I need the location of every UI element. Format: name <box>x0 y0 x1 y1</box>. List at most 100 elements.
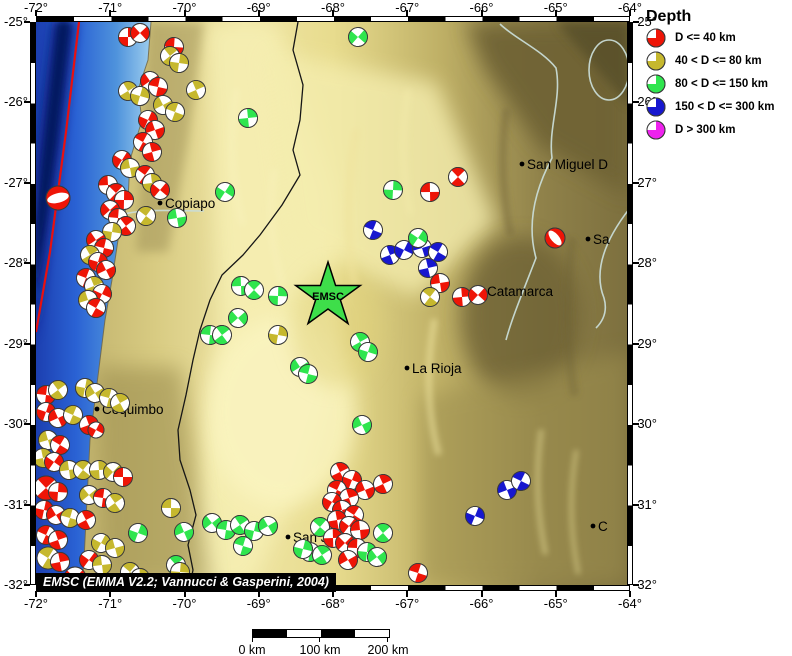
legend-item-label: D <= 40 km <box>675 31 736 44</box>
lat-tick-left <box>24 342 30 345</box>
legend-item: 80 < D <= 150 km <box>646 72 792 95</box>
focal-mechanism-B <box>363 220 383 240</box>
focal-mechanism-G <box>258 516 278 536</box>
focal-mechanism-R <box>130 23 150 43</box>
lat-label-left: -25° <box>4 14 28 29</box>
focal-mechanism-G <box>215 182 235 202</box>
lon-label-top: -70° <box>172 0 197 15</box>
map-plot-area: EMSC Copiapo San Miguel D Sa Catamarca La Ri… <box>36 22 630 585</box>
city-san-miguel-d: San Miguel D <box>519 157 608 172</box>
lon-label-bottom: -72° <box>24 596 48 611</box>
lat-tick-left <box>24 584 30 586</box>
focal-mechanism-R <box>150 180 170 200</box>
focal-mechanism-G <box>228 308 248 328</box>
focal-mechanism-R <box>48 482 68 502</box>
focal-mechanism-Y <box>165 102 185 122</box>
lon-tick-top <box>332 10 334 16</box>
focal-mechanism-G <box>233 536 253 556</box>
lat-label-right: -31° <box>633 496 657 512</box>
focal-mechanism-G <box>367 547 387 567</box>
legend-item-label: 150 < D <= 300 km <box>675 100 775 113</box>
focal-mechanism-Y <box>186 80 206 100</box>
lat-label-left: -29° <box>4 335 28 351</box>
lat-label-left: -28° <box>4 255 28 271</box>
lat-tick-right <box>633 21 639 23</box>
lon-label-top: -69° <box>246 0 271 15</box>
focal-mechanism-R <box>76 510 96 530</box>
scale-label-100: 100 km <box>299 643 341 656</box>
focal-mechanism-R <box>544 227 566 249</box>
city-copiapo: Copiapo <box>157 196 215 211</box>
city-label: Catamarca <box>487 284 554 299</box>
focal-mechanism-G <box>383 180 403 200</box>
lat-label-left: -30° <box>4 416 28 432</box>
focal-mechanism-B <box>497 480 517 500</box>
country-border <box>177 22 304 585</box>
legend-beachball-icon <box>646 28 666 47</box>
scale-bar: 0 km 100 km 200 km <box>238 629 409 656</box>
focal-mechanism-R <box>148 77 168 97</box>
focal-mechanism-R <box>48 530 68 550</box>
map-frame-top <box>36 16 630 22</box>
star-label: EMSC <box>312 291 344 303</box>
lon-label-top: -66° <box>469 0 494 15</box>
lon-tick-top <box>109 10 112 16</box>
focal-mechanism-Y <box>63 405 83 425</box>
focal-mechanism-G <box>128 523 148 543</box>
focal-mechanism-Y <box>105 538 125 558</box>
lon-label-bottom: -64° <box>618 596 642 611</box>
focal-mechanism-B <box>465 506 485 526</box>
focal-mechanism-G <box>298 364 318 384</box>
city-c: C <box>590 519 608 534</box>
legend-title: Depth <box>646 8 692 25</box>
lon-label-bottom: -70° <box>172 596 197 611</box>
lon-tick-top <box>183 10 186 16</box>
focal-mechanism-Y <box>161 498 181 518</box>
focal-mechanism-R <box>420 182 440 202</box>
lat-label-left: -31° <box>4 496 28 512</box>
lon-label-bottom: -67° <box>395 596 420 611</box>
legend-item-label: 40 < D <= 80 km <box>675 54 762 67</box>
lat-label-right: -30° <box>633 416 657 432</box>
lat-label-left: -27° <box>4 174 28 190</box>
lon-tick-bottom <box>480 591 483 597</box>
focal-mechanism-B <box>511 471 531 491</box>
focal-mechanism-Y <box>136 206 156 226</box>
lat-tick-left <box>24 21 30 23</box>
lat-label-right: -27° <box>633 174 657 190</box>
focal-mechanism-G <box>212 325 232 345</box>
focal-mechanism-Y <box>268 325 288 345</box>
focal-mechanism-G <box>238 108 258 128</box>
focal-mechanism-R <box>86 298 106 318</box>
lon-tick-top <box>406 10 409 16</box>
depth-legend: Depth D <= 40 km 40 < D <= 80 km 80 < D <=… <box>646 8 792 141</box>
lon-tick-bottom <box>109 591 112 597</box>
lon-tick-top <box>554 10 557 16</box>
lat-label-left: -32° <box>4 577 28 592</box>
lat-tick-left <box>24 423 30 426</box>
legend-item-label: D > 300 km <box>675 123 736 136</box>
lat-label-right: -25° <box>633 14 657 29</box>
focal-mechanism-R <box>468 285 488 305</box>
focal-mechanism-R <box>142 142 162 162</box>
lon-tick-top <box>257 10 260 16</box>
city-label: San Miguel D <box>527 157 608 172</box>
scale-label-0: 0 km <box>238 643 266 656</box>
lon-label-top: -71° <box>98 0 123 15</box>
focal-mechanism-Y <box>120 158 140 178</box>
city-sa: Sa <box>585 232 610 247</box>
lon-tick-bottom <box>35 591 37 597</box>
lon-label-bottom: -71° <box>98 596 123 611</box>
focal-mechanism-Y <box>105 493 125 513</box>
lat-tick-right <box>633 423 639 426</box>
lon-tick-top <box>629 10 631 16</box>
lon-label-top: -67° <box>395 0 420 15</box>
terrain-ridges <box>228 88 581 575</box>
map-frame-right <box>627 22 633 585</box>
lat-tick-right <box>633 262 639 265</box>
lon-tick-bottom <box>183 591 186 597</box>
focal-mechanism-R <box>452 287 472 307</box>
lon-tick-bottom <box>406 591 409 597</box>
lon-label-bottom: -68° <box>321 596 345 611</box>
legend-item: D <= 40 km <box>646 26 792 49</box>
